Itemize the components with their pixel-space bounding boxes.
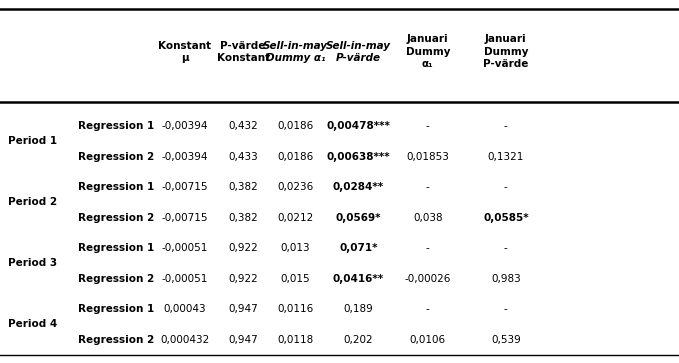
Text: 0,922: 0,922: [228, 243, 258, 253]
Text: 0,0236: 0,0236: [277, 182, 314, 192]
Text: -: -: [426, 243, 430, 253]
Text: 0,922: 0,922: [228, 274, 258, 284]
Text: 0,015: 0,015: [280, 274, 310, 284]
Text: -0,00715: -0,00715: [162, 182, 208, 192]
Text: 0,202: 0,202: [344, 335, 373, 345]
Text: 0,00043: 0,00043: [164, 304, 206, 314]
Text: 0,539: 0,539: [491, 335, 521, 345]
Text: -0,00394: -0,00394: [162, 121, 208, 131]
Text: -0,00051: -0,00051: [162, 274, 208, 284]
Text: Regression 1: Regression 1: [78, 121, 154, 131]
Text: 0,0116: 0,0116: [277, 304, 314, 314]
Text: Regression 2: Regression 2: [78, 151, 154, 162]
Text: Regression 1: Regression 1: [78, 182, 154, 192]
Text: -0,00715: -0,00715: [162, 213, 208, 223]
Text: 0,0585*: 0,0585*: [483, 213, 529, 223]
Text: Januari
Dummy
P-värde: Januari Dummy P-värde: [483, 34, 528, 69]
Text: 0,000432: 0,000432: [160, 335, 209, 345]
Text: -: -: [504, 182, 508, 192]
Text: -0,00026: -0,00026: [405, 274, 451, 284]
Text: 0,382: 0,382: [228, 213, 258, 223]
Text: 0,013: 0,013: [280, 243, 310, 253]
Text: Konstant
μ: Konstant μ: [158, 41, 211, 63]
Text: -: -: [426, 182, 430, 192]
Text: 0,0569*: 0,0569*: [335, 213, 382, 223]
Text: 0,947: 0,947: [228, 304, 258, 314]
Text: 0,0416**: 0,0416**: [333, 274, 384, 284]
Text: Regression 1: Regression 1: [78, 304, 154, 314]
Text: 0,382: 0,382: [228, 182, 258, 192]
Text: Period 3: Period 3: [8, 258, 57, 268]
Text: 0,038: 0,038: [413, 213, 443, 223]
Text: 0,0106: 0,0106: [409, 335, 446, 345]
Text: Sell-in-may
Dummy α₁: Sell-in-may Dummy α₁: [263, 41, 328, 63]
Text: 0,00638***: 0,00638***: [327, 151, 390, 162]
Text: 0,983: 0,983: [491, 274, 521, 284]
Text: Period 4: Period 4: [8, 319, 58, 330]
Text: 0,432: 0,432: [228, 121, 258, 131]
Text: 0,947: 0,947: [228, 335, 258, 345]
Text: 0,0186: 0,0186: [277, 151, 314, 162]
Text: 0,433: 0,433: [228, 151, 258, 162]
Text: -0,00394: -0,00394: [162, 151, 208, 162]
Text: -0,00051: -0,00051: [162, 243, 208, 253]
Text: 0,0186: 0,0186: [277, 121, 314, 131]
Text: 0,0284**: 0,0284**: [333, 182, 384, 192]
Text: Regression 2: Regression 2: [78, 274, 154, 284]
Text: -: -: [426, 304, 430, 314]
Text: -: -: [504, 121, 508, 131]
Text: -: -: [426, 121, 430, 131]
Text: 0,01853: 0,01853: [406, 151, 449, 162]
Text: 0,1321: 0,1321: [488, 151, 524, 162]
Text: 0,189: 0,189: [344, 304, 373, 314]
Text: -: -: [504, 304, 508, 314]
Text: Regression 2: Regression 2: [78, 213, 154, 223]
Text: 0,0118: 0,0118: [277, 335, 314, 345]
Text: Sell-in-may
P-värde: Sell-in-may P-värde: [326, 41, 391, 63]
Text: Period 1: Period 1: [8, 136, 57, 146]
Text: -: -: [504, 243, 508, 253]
Text: Regression 2: Regression 2: [78, 335, 154, 345]
Text: 0,071*: 0,071*: [340, 243, 378, 253]
Text: 0,0212: 0,0212: [277, 213, 314, 223]
Text: 0,00478***: 0,00478***: [327, 121, 390, 131]
Text: Period 2: Period 2: [8, 197, 57, 207]
Text: Regression 1: Regression 1: [78, 243, 154, 253]
Text: P-värde
Konstant: P-värde Konstant: [217, 41, 270, 63]
Text: Januari
Dummy
α₁: Januari Dummy α₁: [405, 34, 450, 69]
